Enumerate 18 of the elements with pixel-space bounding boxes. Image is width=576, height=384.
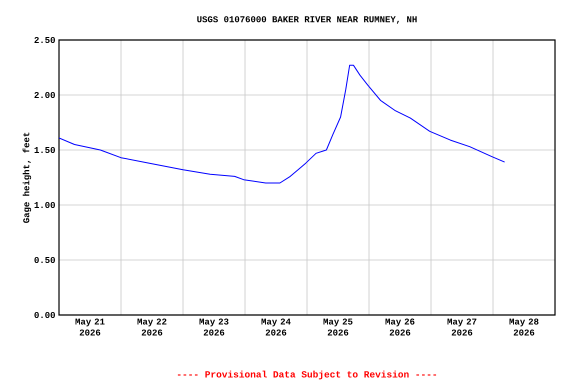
x-tick-label: May 27 2026 <box>448 318 476 336</box>
chart-title: USGS 01076000 BAKER RIVER NEAR RUMNEY, NH <box>197 16 417 24</box>
x-tick-label: May 22 2026 <box>137 318 166 336</box>
x-tick-label: May 21 2026 <box>75 318 105 336</box>
y-tick-label: 1.00 <box>34 202 55 208</box>
y-tick-label: 2.00 <box>34 92 55 98</box>
y-tick-label: 0.00 <box>34 312 55 318</box>
x-tick-label: May 25 2026 <box>324 318 352 336</box>
y-axis-title: Gage height, feet <box>22 132 32 223</box>
y-tick-label: 0.50 <box>34 256 55 264</box>
x-tick-label: May 24 2026 <box>262 318 291 336</box>
x-tick-label: May 28 2026 <box>510 318 538 336</box>
line-series <box>59 64 506 184</box>
y-tick-label: 1.50 <box>34 146 55 154</box>
y-tick-label: 2.50 <box>34 36 55 44</box>
text: ---- Provisional Data Subject to Revision ---- <box>178 370 436 380</box>
x-tick-label: May 23 2026 <box>200 318 228 336</box>
x-tick-label: May 26 2026 <box>386 318 414 336</box>
